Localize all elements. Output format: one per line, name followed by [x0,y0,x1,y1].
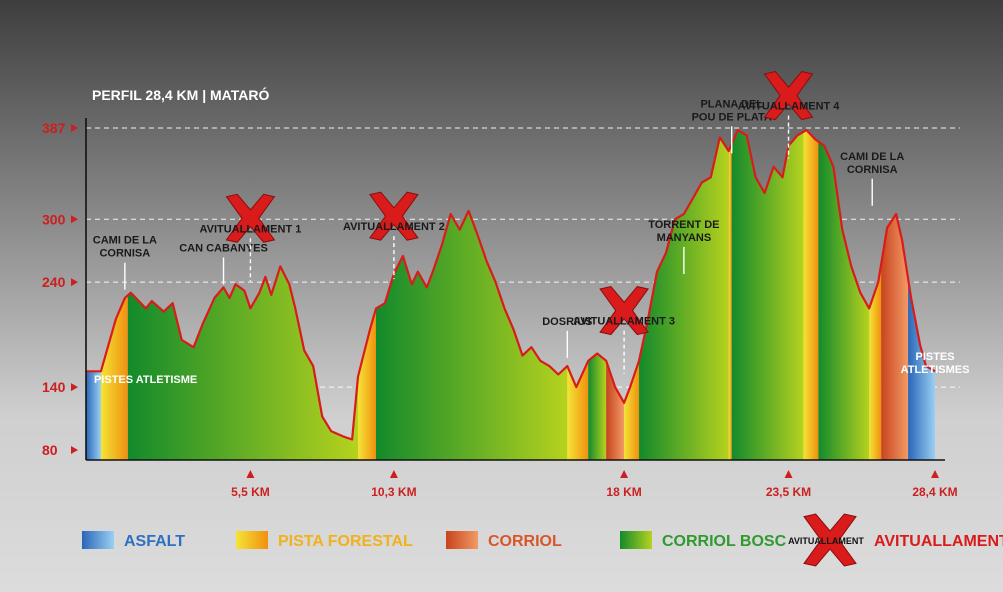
annotation: AVITUALLAMENT 4 [738,71,841,159]
legend-item-asfalt: ASFALT [82,531,185,550]
surface-band-pista-forestal [803,130,819,460]
surface-band-pista-forestal [624,130,640,460]
y-tick-label: 240 [42,274,66,290]
legend-swatch [236,531,268,549]
annotation-label: AVITUALLAMENT 2 [343,221,445,233]
annotation: DOSRIUS [542,316,592,358]
surface-bands [86,130,935,460]
legend-marker-label: AVITUALLAMENT [788,536,864,546]
legend-label: CORRIOL BOSC [662,533,787,550]
legend-label: ASFALT [124,533,185,550]
annotation-label: DOSRIUS [542,316,592,328]
x-tick-marker [620,470,629,478]
surface-band-pista-forestal [358,130,376,460]
x-tick-label: 5,5 KM [231,485,270,499]
x-tick-marker [246,470,255,478]
x-tick-marker [784,470,793,478]
surface-band-corriol-bosc [375,130,568,460]
surface-band-corriol-bosc [127,130,359,460]
y-tick-marker [71,124,78,132]
annotation-label: POU DE PLATA [692,111,772,123]
y-tick-label: 387 [42,120,66,136]
chart-title: PERFIL 28,4 KM | MATARÓ [92,86,269,103]
surface-band-pista-forestal [100,130,128,460]
x-tick-label: 23,5 KM [766,485,811,499]
legend-item-corriol: CORRIOL [446,531,562,550]
surface-band-corriol [606,130,625,460]
legend-item-avituallament: AVITUALLAMENT AVITUALLAMENT [788,513,1003,567]
annotation: AVITUALLAMENT 1 [199,193,301,282]
legend-swatch [446,531,478,549]
avituallament-marker [599,286,649,336]
annotation-label: CORNISA [99,248,150,260]
profile-area [86,129,936,460]
x-tick-marker [931,470,939,478]
annotation-label: AVITUALLAMENT 1 [199,223,301,235]
annotation-label: PLANA DEL [700,98,763,110]
surface-band-pista-forestal [728,130,732,460]
surface-band-pista-forestal [567,130,589,460]
y-tick-marker [71,446,78,454]
surface-band-pista-forestal [869,130,882,460]
x-tick-marker [389,470,398,478]
surface-band-corriol [881,130,909,460]
annotation-label: PISTES [915,351,954,363]
profile-line [86,129,936,441]
x-tick-label: 18 KM [606,485,641,499]
annotation-label: CAMI DE LA [840,151,904,163]
annotation-label: ATLETISMES [901,364,970,376]
avituallament-marker [369,191,419,241]
annotation-label: AVITUALLAMENT 4 [738,101,841,113]
legend-item-corriol-bosc: CORRIOL BOSC [620,531,787,550]
legend-label: PISTA FORESTAL [278,533,413,550]
legend: ASFALT PISTA FORESTAL CORRIOL CORRIOL BOSC A… [82,513,1003,567]
annotation-label: AVITUALLAMENT 3 [573,316,675,328]
surface-band-asfalt [86,130,101,460]
annotation-label: TORRENT DE [648,219,719,231]
y-tick-label: 140 [42,379,66,395]
annotation: AVITUALLAMENT 2 [343,191,445,280]
y-tick-label: 80 [42,442,58,458]
y-tick-marker [71,215,78,224]
annotation: PISTES ATLETISME [94,374,197,386]
surface-band-corriol-bosc [818,130,870,460]
y-tick-marker [71,383,78,392]
y-tick-marker [71,278,78,287]
annotation-label: MANYANS [657,232,712,244]
y-tick-label: 300 [42,211,66,227]
annotation: AVITUALLAMENT 3 [573,286,675,374]
annotation-label: CAN CABANYES [179,242,268,254]
legend-avituallament-marker [803,513,857,567]
axes: 80 140 240 300 387 5,5 KM 10,3 KM 18 KM 23,5 KM 2… [42,118,958,499]
annotation: CAN CABANYES [179,242,268,285]
legend-label: CORRIOL [488,533,562,550]
surface-band-corriol-bosc [639,130,729,460]
x-tick-label: 10,3 KM [371,485,416,499]
legend-item-pista-forestal: PISTA FORESTAL [236,531,413,550]
x-tick-label: 28,4 KM [912,485,957,499]
surface-band-corriol-bosc [731,130,804,460]
annotation-label: CORNISA [847,164,898,176]
annotation-label: CAMI DE LA [93,235,157,247]
surface-band-corriol-bosc [588,130,607,460]
avituallament-marker [225,193,276,243]
avituallament-marker [763,71,814,121]
legend-swatch [82,531,114,549]
legend-label: AVITUALLAMENT [874,533,1003,550]
legend-swatch [620,531,652,549]
annotation-label: PISTES ATLETISME [94,374,197,386]
surface-band-asfalt [908,130,935,460]
